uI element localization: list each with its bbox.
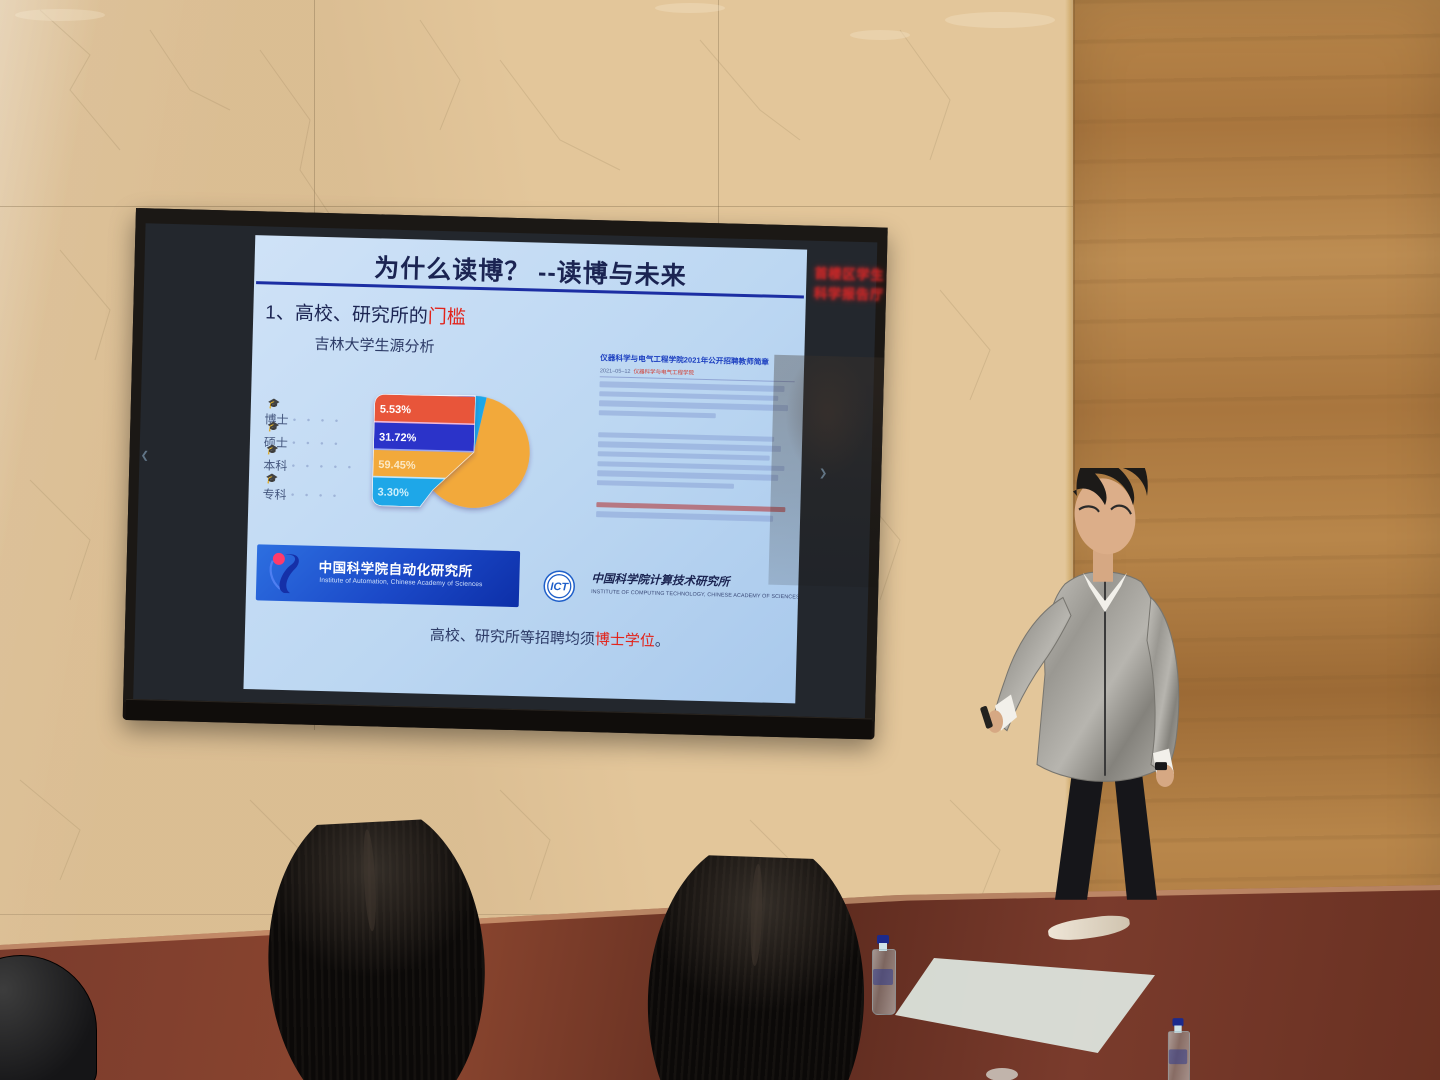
svg-text:ICT: ICT: [550, 581, 569, 593]
svg-text:59.45%: 59.45%: [378, 459, 416, 472]
svg-text:31.72%: 31.72%: [379, 431, 417, 444]
svg-text:3.30%: 3.30%: [377, 486, 409, 499]
svg-text:5.53%: 5.53%: [380, 403, 412, 416]
